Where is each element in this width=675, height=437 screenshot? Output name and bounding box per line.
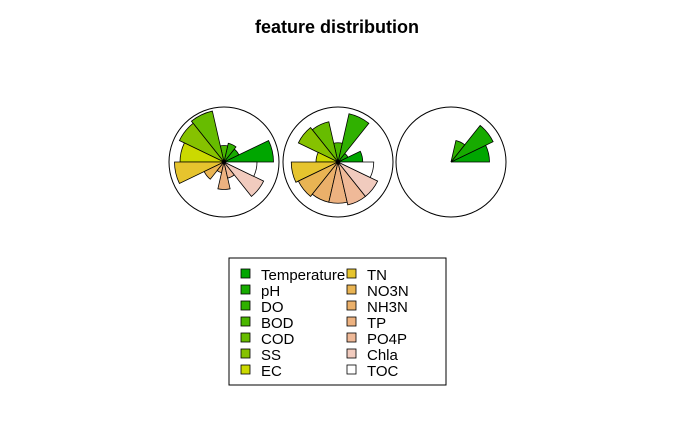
segment-no3n <box>297 161 339 197</box>
legend-swatch-tn <box>346 268 357 279</box>
segment-do <box>337 113 370 163</box>
legend-label-nh3n: NH3N <box>367 299 408 316</box>
legend-label-ph: pH <box>261 283 280 300</box>
star-3-outline <box>395 106 507 218</box>
segment-tp <box>217 161 231 190</box>
legend-swatch-bod <box>240 316 251 327</box>
legend-label-temperature: Temperature <box>261 267 345 284</box>
segment-cod <box>190 110 225 163</box>
stars-layer <box>168 106 507 218</box>
segment-tn <box>174 161 225 185</box>
segment-do <box>223 142 237 163</box>
star-1 <box>168 106 280 218</box>
legend-swatch-nh3n <box>346 300 357 311</box>
legend-label-cod: COD <box>261 331 295 348</box>
legend-label-po4p: PO4P <box>367 331 407 348</box>
legend-swatch-do <box>240 300 251 311</box>
legend-box <box>228 257 447 386</box>
legend-label-ec: EC <box>261 363 282 380</box>
legend-swatch-no3n <box>346 284 357 295</box>
segment-toc <box>337 161 375 179</box>
star-3 <box>395 106 507 218</box>
segment-chla <box>223 161 265 197</box>
legend-label-do: DO <box>261 299 284 316</box>
segment-no3n <box>203 161 225 180</box>
star-2 <box>282 106 394 218</box>
legend-label-tn: TN <box>367 267 387 284</box>
segment-toc <box>223 161 258 177</box>
segment-tn <box>290 161 339 183</box>
legend-swatch-ss <box>240 348 251 359</box>
legend-swatch-tp <box>346 316 357 327</box>
segment-temperature <box>223 139 274 163</box>
segment-ss <box>178 122 225 163</box>
legend-swatch-ec <box>240 364 251 375</box>
segment-chla <box>337 161 379 197</box>
legend-label-bod: BOD <box>261 315 294 332</box>
segment-ph <box>450 124 494 163</box>
star-1-outline <box>168 106 280 218</box>
legend-swatch-cod <box>240 332 251 343</box>
legend-swatch-po4p <box>346 332 357 343</box>
legend-label-tp: TP <box>367 315 386 332</box>
legend-swatch-temperature <box>240 268 251 279</box>
chart-title: feature distribution <box>255 17 419 37</box>
legend-label-chla: Chla <box>367 347 399 364</box>
segment-ss <box>297 127 339 163</box>
legend-label-toc: TOC <box>367 363 399 380</box>
segment-do <box>450 140 466 163</box>
star-2-outline <box>282 106 394 218</box>
legend-swatch-toc <box>346 364 357 375</box>
legend-swatch-ph <box>240 284 251 295</box>
legend-label-no3n: NO3N <box>367 283 409 300</box>
legend-swatch-chla <box>346 348 357 359</box>
legend-label-ss: SS <box>261 347 281 364</box>
